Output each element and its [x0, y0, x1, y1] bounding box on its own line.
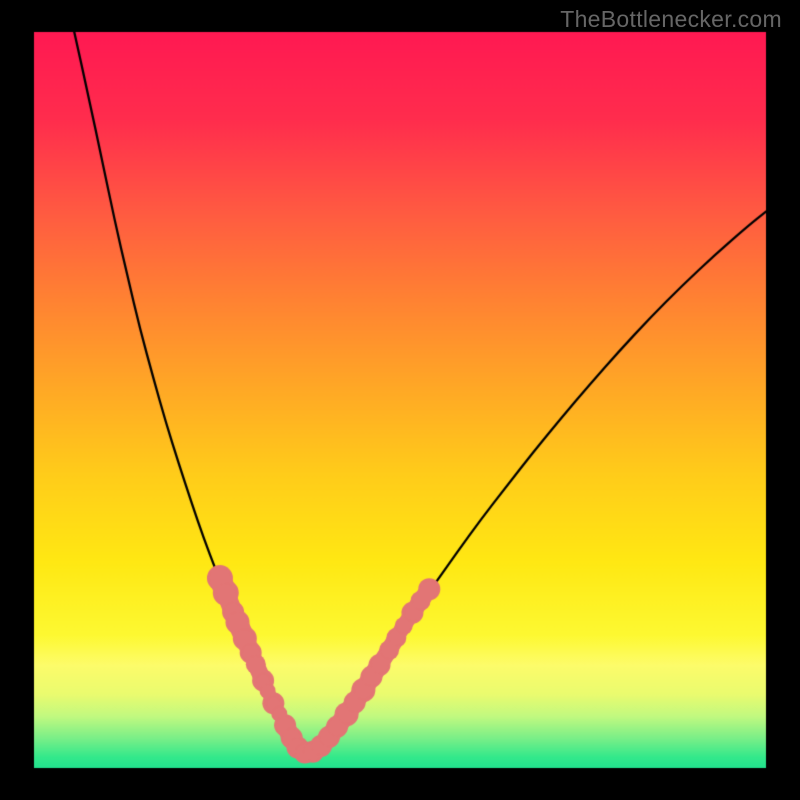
watermark-text: TheBottlenecker.com [560, 6, 782, 33]
bottleneck-chart [0, 0, 800, 800]
